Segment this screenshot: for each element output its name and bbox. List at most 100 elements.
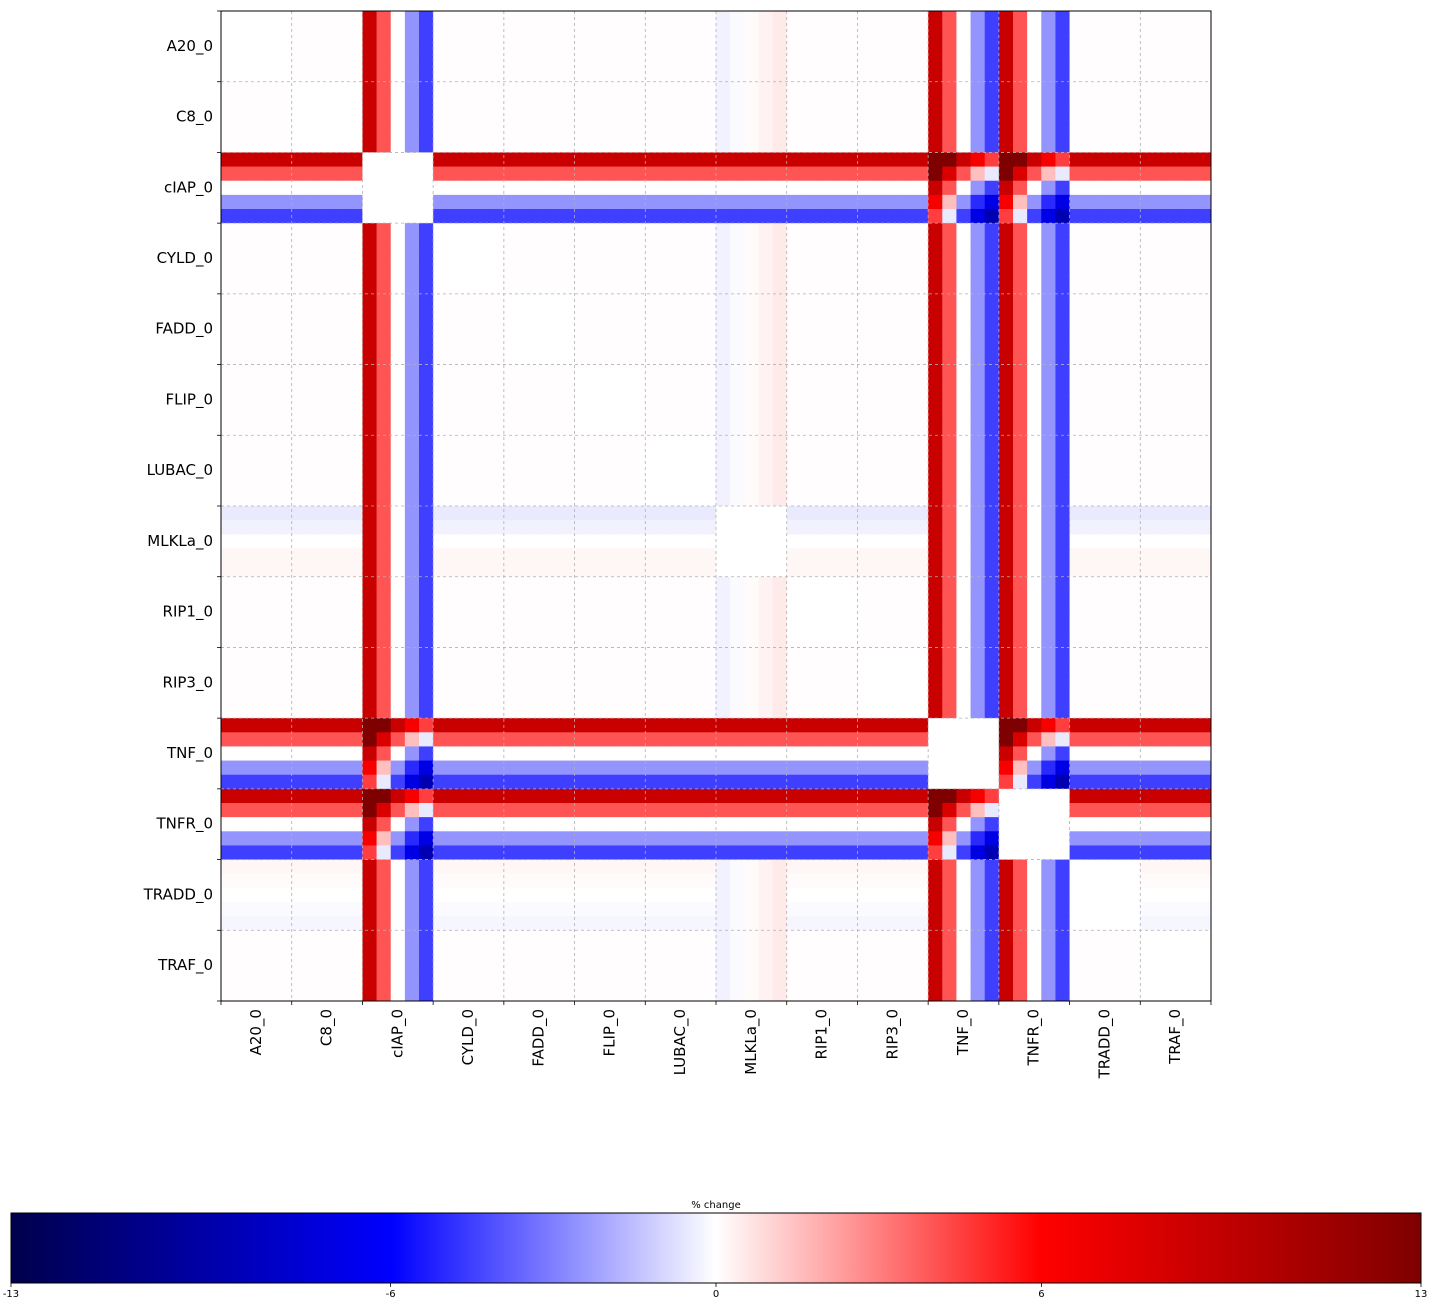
- heatmap-cells: [221, 11, 1212, 1002]
- heatmap-cell: [433, 265, 448, 281]
- heatmap-cell: [1182, 633, 1198, 648]
- heatmap-cell: [546, 378, 561, 394]
- heatmap-cell: [1083, 81, 1099, 97]
- heatmap-cell: [730, 902, 745, 917]
- heatmap-cell: [772, 916, 788, 931]
- heatmap-cell: [1168, 435, 1184, 450]
- heatmap-cell: [701, 435, 717, 450]
- heatmap-cell: [249, 449, 264, 464]
- heatmap-cell: [701, 873, 717, 889]
- heatmap-cell: [843, 53, 858, 68]
- heatmap-cell: [914, 506, 929, 521]
- heatmap-cell: [1083, 293, 1099, 309]
- heatmap-cell: [503, 859, 519, 875]
- heatmap-cell: [334, 110, 349, 125]
- heatmap-cell: [885, 194, 901, 210]
- heatmap-cell: [673, 520, 689, 535]
- heatmap-cell: [475, 633, 491, 648]
- heatmap-cell: [249, 491, 264, 507]
- heatmap-cell: [659, 590, 674, 606]
- heatmap-cell: [518, 887, 533, 903]
- heatmap-cell: [546, 39, 561, 54]
- heatmap-cell: [885, 463, 901, 479]
- heatmap-cell: [1083, 223, 1099, 238]
- heatmap-cell: [744, 675, 759, 691]
- heatmap-cell: [277, 435, 293, 450]
- heatmap-cell: [1027, 279, 1042, 295]
- heatmap-cell: [1140, 689, 1155, 705]
- heatmap-cell: [1182, 817, 1198, 832]
- heatmap-cell: [235, 421, 250, 436]
- heatmap-cell: [404, 576, 420, 592]
- heatmap-cell: [772, 491, 788, 507]
- heatmap-cell: [786, 322, 802, 337]
- heatmap-cell: [673, 746, 689, 761]
- heatmap-cell: [885, 930, 901, 945]
- heatmap-cell: [221, 392, 236, 408]
- heatmap-cell: [928, 633, 943, 648]
- heatmap-cell: [1083, 845, 1099, 860]
- heatmap-cell: [518, 506, 533, 521]
- heatmap-cell: [475, 520, 491, 535]
- heatmap-cell: [489, 633, 505, 648]
- heatmap-cell: [942, 39, 957, 54]
- heatmap-cell: [617, 619, 632, 634]
- heatmap-cell: [772, 619, 788, 634]
- heatmap-cell: [928, 958, 943, 974]
- heatmap-cell: [871, 887, 887, 903]
- heatmap-cell: [758, 760, 773, 776]
- heatmap-cell: [334, 166, 349, 182]
- heatmap-cell: [461, 392, 476, 408]
- heatmap-cell: [348, 902, 363, 917]
- heatmap-cell: [390, 887, 406, 903]
- heatmap-cell: [348, 265, 363, 281]
- heatmap-cell: [899, 661, 915, 677]
- heatmap-cell: [291, 732, 307, 747]
- heatmap-cell: [602, 506, 618, 521]
- heatmap-cell: [1140, 81, 1155, 97]
- heatmap-cell: [1196, 774, 1212, 790]
- heatmap-cell: [730, 279, 745, 295]
- heatmap-cell: [348, 576, 363, 592]
- heatmap-cell: [291, 378, 307, 394]
- heatmap-cell: [687, 803, 703, 818]
- heatmap-cell: [602, 336, 618, 351]
- heatmap-cell: [235, 732, 250, 747]
- x-tick-label: TRADD_0: [1095, 1009, 1114, 1079]
- heatmap-cell: [503, 520, 519, 535]
- heatmap-cell: [461, 322, 476, 337]
- heatmap-cell: [1126, 110, 1141, 125]
- heatmap-cell: [871, 39, 887, 54]
- heatmap-cell: [461, 421, 476, 436]
- heatmap-cell: [1013, 774, 1028, 790]
- heatmap-cell: [489, 279, 505, 295]
- heatmap-cell: [461, 548, 476, 563]
- heatmap-cell: [673, 647, 689, 662]
- heatmap-cell: [631, 590, 646, 606]
- heatmap-cell: [758, 548, 773, 563]
- heatmap-cell: [687, 124, 703, 139]
- heatmap-cell: [574, 449, 590, 464]
- heatmap-cell: [829, 859, 844, 875]
- heatmap-cell: [1041, 11, 1056, 26]
- heatmap-cell: [716, 972, 731, 988]
- heatmap-cell: [518, 95, 533, 111]
- heatmap-cell: [376, 633, 392, 648]
- heatmap-cell: [249, 718, 264, 733]
- heatmap-cell: [475, 293, 491, 309]
- heatmap-cell: [1041, 831, 1056, 846]
- heatmap-cell: [320, 661, 335, 677]
- heatmap-cell: [221, 237, 236, 252]
- heatmap-cell: [249, 859, 264, 875]
- heatmap-cell: [305, 986, 321, 1002]
- heatmap-cell: [1083, 308, 1099, 323]
- heatmap-cell: [362, 534, 377, 549]
- heatmap-cell: [871, 67, 887, 83]
- heatmap-cell: [744, 477, 759, 493]
- heatmap-cell: [843, 562, 858, 578]
- heatmap-cell: [1055, 718, 1070, 733]
- heatmap-cell: [291, 718, 307, 733]
- heatmap-cell: [362, 209, 377, 224]
- heatmap-cell: [815, 605, 830, 620]
- heatmap-cell: [1126, 180, 1141, 196]
